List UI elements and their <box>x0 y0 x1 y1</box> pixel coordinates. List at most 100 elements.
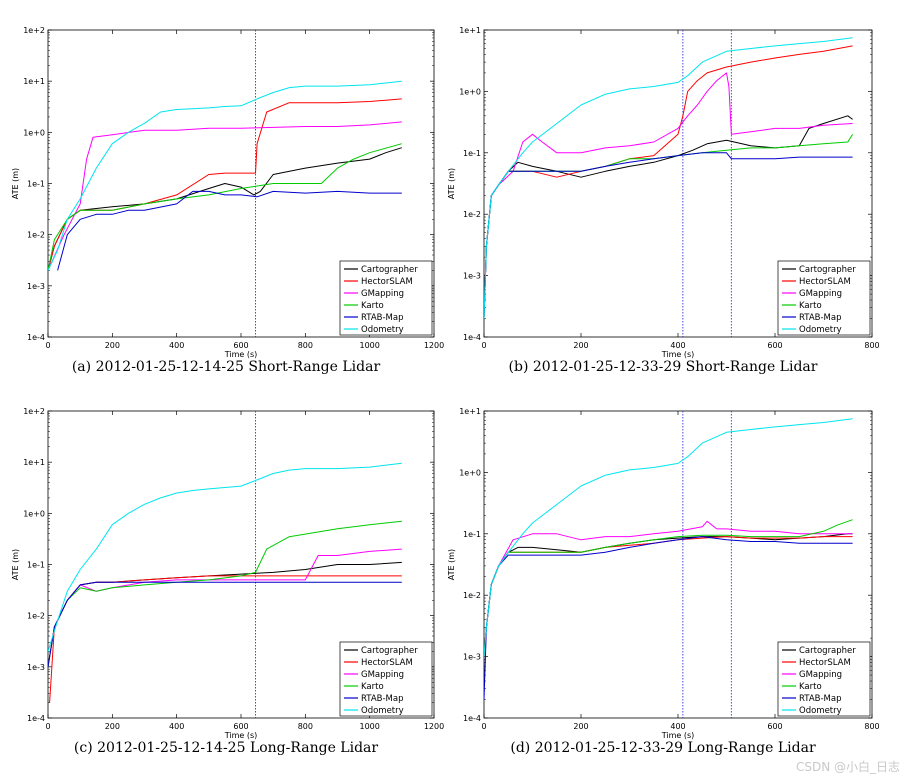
chart-c-legend-label: HectorSLAM <box>361 658 413 668</box>
chart-a-legend <box>339 260 433 336</box>
chart-c-series-odometry <box>48 462 402 652</box>
chart-b-xtick-label: 600 <box>767 341 782 350</box>
chart-a-xtick-label: 400 <box>169 341 184 350</box>
chart-a-legend-label: Karto <box>361 301 384 311</box>
chart-b-series-odometry <box>484 37 853 319</box>
chart-c-ytick-label: 1e-2 <box>27 612 45 621</box>
chart-c-ytick-label: 1e+0 <box>23 509 45 518</box>
chart-d-ytick-label: 1e-2 <box>463 591 481 600</box>
chart-d-caption: (d) 2012-01-25-12-33-29 Long-Range Lidar <box>510 740 816 756</box>
chart-c-series-karto <box>48 520 402 667</box>
chart-a-ytick-label: 1e-1 <box>27 180 45 189</box>
chart-d-legend-label: Karto <box>799 682 822 692</box>
chart-b-xtick-label: 800 <box>864 341 879 350</box>
chart-b-xtick-label: 400 <box>670 341 685 350</box>
chart-c-ylabel: ATE (m) <box>11 549 20 580</box>
chart-d-xtick-label: 600 <box>767 722 782 731</box>
chart-c-xtick-label: 400 <box>169 722 184 731</box>
chart-c-ytick-label: 1e-3 <box>27 663 45 672</box>
chart-b-ytick-label: 1e+1 <box>459 26 481 35</box>
chart-c-xtick-label: 200 <box>105 722 120 731</box>
chart-d-series-karto <box>484 519 853 657</box>
chart-d-ytick-label: 1e-1 <box>463 530 481 539</box>
chart-c-legend-label: GMapping <box>361 670 404 680</box>
chart-a-series-rtab-map <box>57 190 402 271</box>
chart-a-xtick-label: 1200 <box>424 341 444 350</box>
chart-c-xlabel: Time (s) <box>224 731 258 740</box>
chart-a-legend-label: GMapping <box>361 289 404 299</box>
chart-b-xtick-label: 0 <box>481 341 486 350</box>
chart-c-legend-label: RTAB-Map <box>361 694 403 704</box>
chart-d-ytick-label: 1e+0 <box>459 468 481 477</box>
chart-c-xtick-label: 600 <box>233 722 248 731</box>
chart-a-legend-label: Odometry <box>361 325 404 335</box>
chart-d-legend-label: Cartographer <box>799 646 856 656</box>
chart-b-ytick-label: 1e-4 <box>463 333 481 342</box>
chart-a-ytick-label: 1e-3 <box>27 282 45 291</box>
chart-d-legend-label: RTAB-Map <box>799 694 841 704</box>
chart-d-ytick-label: 1e+1 <box>459 407 481 416</box>
watermark: CSDN @小白_日志 <box>795 760 900 774</box>
chart-c-ytick-label: 1e-1 <box>27 561 45 570</box>
chart-d-ylabel: ATE (m) <box>447 549 456 580</box>
chart-d-ytick-label: 1e-3 <box>463 653 481 662</box>
chart-b-legend <box>777 260 871 336</box>
chart-c-legend-label: Karto <box>361 682 384 692</box>
chart-c-legend-label: Odometry <box>361 706 404 716</box>
chart-b-ytick-label: 1e+0 <box>459 87 481 96</box>
chart-d-xtick-label: 200 <box>573 722 588 731</box>
chart-c-xtick-label: 800 <box>298 722 313 731</box>
chart-c-ytick-label: 1e+1 <box>23 458 45 467</box>
chart-d-xlabel: Time (s) <box>661 731 695 740</box>
chart-a-xtick-label: 600 <box>233 341 248 350</box>
chart-c-ytick-label: 1e+2 <box>23 407 45 416</box>
chart-c-xtick-label: 0 <box>45 722 50 731</box>
chart-a-ytick-label: 1e+2 <box>23 26 45 35</box>
chart-b-legend-label: HectorSLAM <box>799 277 851 287</box>
chart-d-series-gmapping <box>484 520 853 657</box>
chart-d-legend-label: HectorSLAM <box>799 658 851 668</box>
chart-b-xlabel: Time (s) <box>661 350 695 359</box>
chart-a-legend-label: HectorSLAM <box>361 277 413 287</box>
chart-c-legend-label: Cartographer <box>361 646 418 656</box>
chart-c-ytick-label: 1e-4 <box>27 714 45 723</box>
chart-c-xtick-label: 1200 <box>424 722 444 731</box>
chart-a-xtick-label: 1000 <box>359 341 379 350</box>
chart-c-legend <box>339 641 433 717</box>
chart-a-ytick-label: 1e+1 <box>23 77 45 86</box>
chart-b-legend-label: Odometry <box>799 325 842 335</box>
chart-b-legend-label: Karto <box>799 301 822 311</box>
chart-a-caption: (a) 2012-01-25-12-14-25 Short-Range Lida… <box>71 359 381 375</box>
chart-a-series-karto <box>48 143 402 271</box>
chart-b-legend-label: Cartographer <box>799 265 856 275</box>
chart-a-xtick-label: 0 <box>45 341 50 350</box>
chart-b-ytick-label: 1e-3 <box>463 272 481 281</box>
chart-d-legend-label: GMapping <box>799 670 842 680</box>
chart-a-ytick-label: 1e+0 <box>23 128 45 137</box>
chart-a-series-odometry <box>48 80 402 271</box>
chart-d-xtick-label: 800 <box>864 722 879 731</box>
chart-a-ytick-label: 1e-4 <box>27 333 45 342</box>
chart-d-xtick-label: 0 <box>481 722 486 731</box>
chart-d-series-odometry <box>484 418 853 657</box>
chart-b-legend-label: RTAB-Map <box>799 313 841 323</box>
chart-c-series-rtab-map <box>48 581 402 667</box>
chart-b-ylabel: ATE (m) <box>447 168 456 199</box>
chart-d-legend-label: Odometry <box>799 706 842 716</box>
chart-a-ylabel: ATE (m) <box>11 168 20 199</box>
chart-a-legend-label: RTAB-Map <box>361 313 403 323</box>
chart-b-ytick-label: 1e-1 <box>463 149 481 158</box>
chart-b-xtick-label: 200 <box>573 341 588 350</box>
chart-a-xlabel: Time (s) <box>224 350 258 359</box>
chart-a-xtick-label: 200 <box>105 341 120 350</box>
chart-a-ytick-label: 1e-2 <box>27 231 45 240</box>
chart-b-ytick-label: 1e-2 <box>463 210 481 219</box>
chart-d-legend <box>777 641 871 717</box>
chart-c-xtick-label: 1000 <box>359 722 379 731</box>
chart-d-xtick-label: 400 <box>670 722 685 731</box>
